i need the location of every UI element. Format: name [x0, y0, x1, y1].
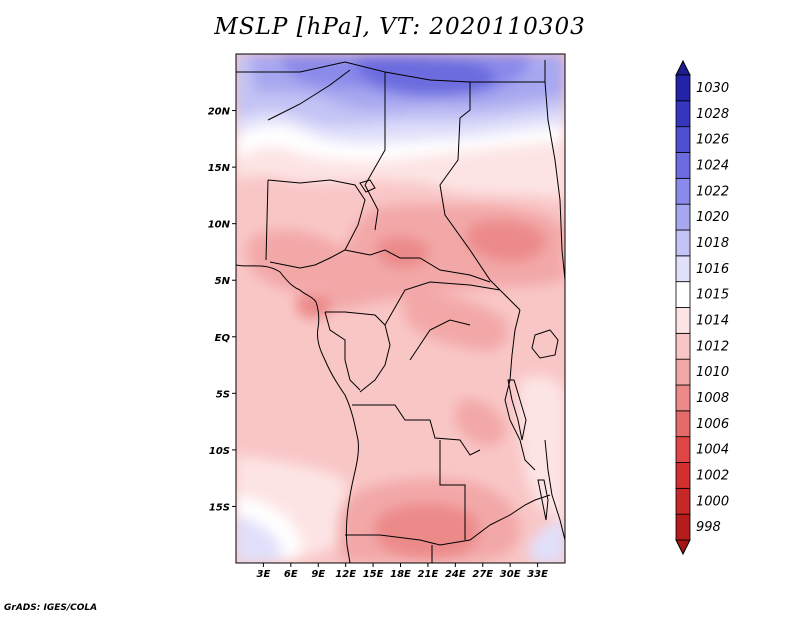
border-cameroon-car — [344, 249, 491, 283]
colorbar-segment — [675, 74, 691, 102]
colorbar-label: 1006 — [696, 417, 729, 432]
border-angola-south — [345, 524, 491, 546]
colorbar-segment — [675, 255, 691, 283]
colorbar-label: 1028 — [696, 107, 729, 122]
field-1016-south — [236, 515, 283, 563]
lat-tick-label: 5N — [215, 276, 231, 287]
colorbar-bottom-arrow — [675, 539, 691, 556]
colorbar-segment — [675, 177, 691, 205]
colorbar-label: 1016 — [696, 262, 729, 277]
lon-tick-label: 18E — [390, 569, 411, 580]
axis-ticks: 3E 6E 9E 12E 15E 18E 21E 24E 27E 30E 33E 20N 15N 10N 5… — [208, 107, 548, 580]
colorbar-label: 1004 — [696, 443, 729, 458]
lake-malawi — [537, 479, 549, 521]
border-zambia — [489, 494, 551, 526]
colorbar-label: 1022 — [696, 184, 729, 199]
colorbar-label: 1026 — [696, 133, 729, 148]
field-1010-east — [454, 399, 506, 447]
border-east-africa — [544, 81, 565, 281]
border-drc-east — [504, 309, 536, 471]
lat-tick-label: EQ — [215, 333, 231, 344]
lon-tick-label: 33E — [527, 569, 548, 580]
lat-tick-label: 10S — [209, 446, 230, 457]
field-1016-southeast — [530, 520, 565, 563]
field-1010-west — [247, 230, 349, 292]
colorbar-label: 1010 — [696, 365, 729, 380]
colorbar-label: 1024 — [696, 159, 729, 174]
field-1008-west — [295, 293, 333, 319]
border-gabon-congo — [324, 311, 361, 391]
borders — [236, 60, 565, 563]
colorbar-label: 1018 — [696, 236, 729, 251]
colorbar-segment — [675, 152, 691, 179]
field-1008-north — [465, 219, 546, 262]
colorbar-segment — [675, 126, 691, 153]
lake-tanganyika — [507, 379, 527, 441]
border-niger-algeria — [267, 69, 351, 121]
colorbar-segment — [675, 332, 691, 360]
border-cameroon-south — [325, 311, 386, 326]
map-panel: 3E 6E 9E 12E 15E 18E 21E 24E 27E 30E 33E 20N 15N 10N 5… — [208, 53, 566, 580]
lat-tick-label: 20N — [208, 107, 231, 118]
colorbar-label: 1020 — [696, 210, 729, 225]
border-chad-sudan — [439, 117, 501, 291]
lon-tick-label: 15E — [363, 569, 384, 580]
field-1024-north — [356, 56, 496, 96]
colorbar-top-arrow — [675, 59, 691, 76]
lon-tick-label: 3E — [257, 569, 271, 580]
border-nigeria — [267, 179, 366, 269]
colorbar-segment — [675, 307, 691, 334]
lat-tick-label: 15S — [209, 502, 230, 513]
field-1010-congo — [402, 293, 509, 351]
lat-tick-label: 10N — [208, 220, 231, 231]
border-mozambique — [544, 439, 565, 541]
colorbar-segment — [675, 384, 691, 412]
colorbar-label: 1014 — [696, 314, 729, 329]
field-1014-east — [517, 376, 565, 520]
grads-credit: GrADS: IGES/COLA — [4, 603, 98, 613]
lon-tick-label: 24E — [445, 569, 466, 580]
border-libya-chad — [364, 72, 386, 231]
colorbar-label: 1012 — [696, 339, 729, 354]
border-saharan — [236, 61, 471, 119]
colorbar-segment — [675, 358, 691, 386]
colorbar-label: 1000 — [696, 494, 729, 509]
colorbar-label: 1002 — [696, 469, 729, 484]
colorbar: 998 1000 1002 1004 1006 1008 1010 1012 1014 1015 1… — [675, 59, 729, 556]
congo-river — [409, 319, 471, 361]
colorbar-segment — [675, 513, 691, 541]
colorbar-segment — [675, 410, 691, 438]
colorbar-segment — [675, 281, 691, 308]
lon-tick-label: 21E — [418, 569, 439, 580]
border-angola-east — [439, 440, 466, 540]
colorbar-segment — [675, 487, 691, 515]
field-1008-central — [376, 236, 431, 269]
lake-chad — [359, 179, 376, 193]
lon-tick-label: 12E — [335, 569, 356, 580]
lake-victoria — [531, 329, 559, 359]
lat-tick-label: 15N — [208, 163, 231, 174]
colorbar-segment — [675, 203, 691, 231]
border-nigeria-benin — [265, 179, 269, 261]
lat-tick-label: 5S — [216, 389, 230, 400]
colorbar-label: 1030 — [696, 81, 729, 96]
border-angola-north — [352, 404, 481, 456]
colorbar-segment — [675, 436, 691, 463]
lon-tick-label: 27E — [472, 569, 493, 580]
lon-tick-label: 6E — [284, 569, 298, 580]
coastline-west-africa — [236, 264, 359, 563]
colorbar-label: 998 — [696, 520, 721, 535]
lon-tick-label: 9E — [311, 569, 325, 580]
colorbar-label: 1015 — [696, 288, 729, 303]
map-title: MSLP [hPa], VT: 2020110303 — [214, 14, 586, 40]
border-drc-north — [384, 281, 521, 326]
field-1008-angola — [373, 503, 480, 560]
border-congo-drc — [359, 324, 391, 393]
colorbar-segment — [675, 229, 691, 257]
lon-tick-label: 30E — [500, 569, 521, 580]
colorbar-segment — [675, 462, 691, 489]
colorbar-label: 1008 — [696, 391, 729, 406]
colorbar-segment — [675, 100, 691, 128]
